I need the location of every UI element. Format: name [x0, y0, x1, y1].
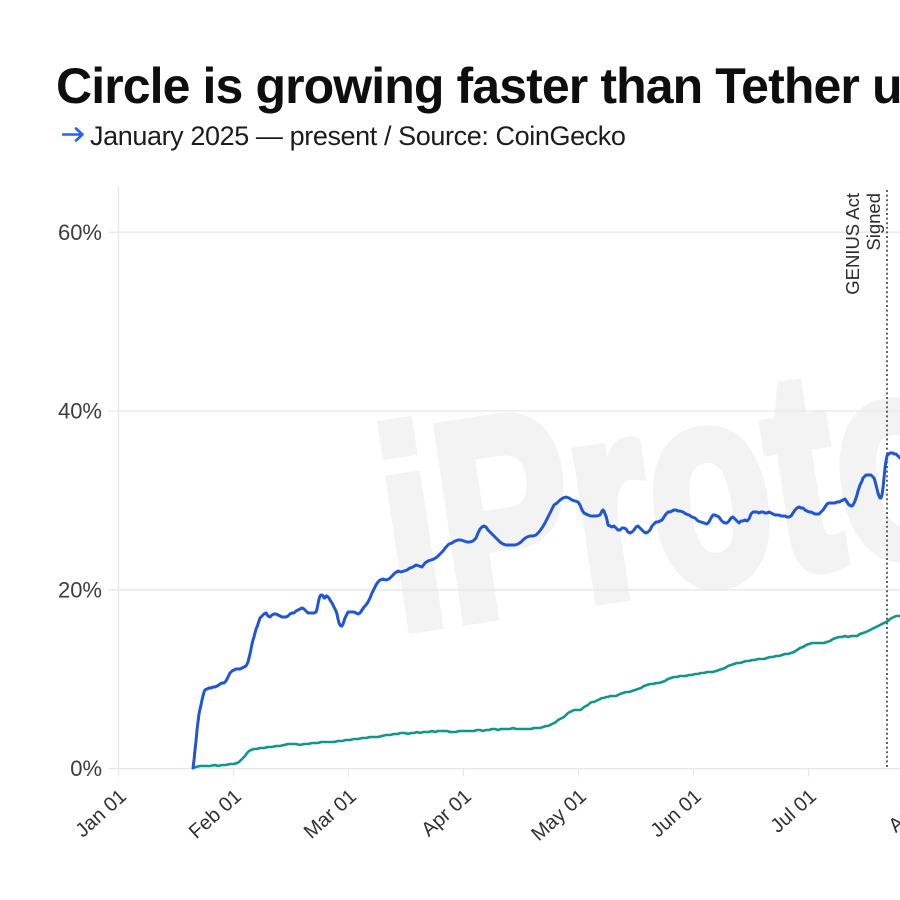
svg-text:Jan 01: Jan 01	[71, 785, 130, 842]
svg-text:60%: 60%	[58, 220, 102, 245]
svg-text:iProtos: iProtos	[360, 276, 900, 689]
svg-text:Aug 01: Aug 01	[885, 778, 900, 837]
svg-text:Jul 01: Jul 01	[766, 785, 820, 837]
svg-text:Jun 01: Jun 01	[646, 785, 705, 842]
svg-text:40%: 40%	[58, 399, 102, 424]
svg-text:May 01: May 01	[527, 785, 590, 845]
svg-text:0%: 0%	[70, 756, 102, 781]
svg-text:Apr 01: Apr 01	[417, 785, 476, 841]
svg-text:20%: 20%	[58, 577, 102, 602]
svg-text:Mar 01: Mar 01	[300, 785, 361, 843]
svg-text:GENIUS Act: GENIUS Act	[842, 193, 863, 295]
svg-text:Signed: Signed	[863, 193, 884, 251]
svg-text:Feb 01: Feb 01	[185, 785, 246, 843]
